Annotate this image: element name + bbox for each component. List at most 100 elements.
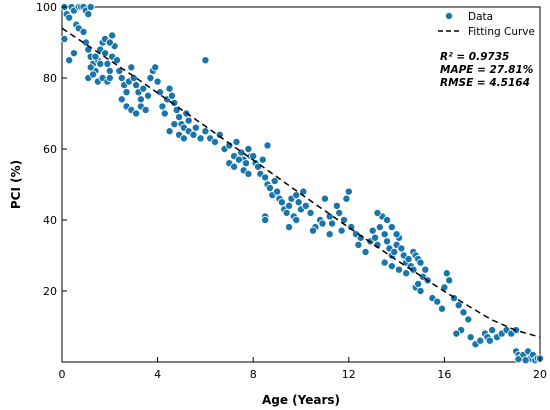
y-tick-label: 40	[43, 214, 57, 227]
x-tick-label: 20	[533, 368, 547, 381]
data-point	[380, 230, 389, 239]
data-point	[292, 215, 301, 224]
data-point	[409, 265, 418, 274]
data-point	[127, 63, 136, 72]
data-point	[191, 123, 200, 132]
data-point	[414, 279, 423, 288]
data-point	[69, 49, 78, 58]
data-point	[234, 155, 243, 164]
data-point	[196, 134, 205, 143]
data-point	[179, 134, 188, 143]
x-tick-label: 8	[250, 368, 257, 381]
data-point	[337, 226, 346, 235]
data-point	[105, 66, 114, 75]
data-point	[89, 70, 98, 79]
data-point	[153, 77, 162, 86]
data-point	[158, 102, 167, 111]
data-point	[454, 301, 463, 310]
data-point	[146, 74, 155, 83]
data-point	[175, 113, 184, 122]
x-tick-label: 16	[437, 368, 451, 381]
y-axis-title: PCI (%)	[9, 160, 23, 209]
data-point	[105, 38, 114, 47]
data-point	[96, 59, 105, 68]
data-point	[101, 49, 110, 58]
data-point	[277, 198, 286, 207]
data-point	[335, 208, 344, 217]
data-point	[368, 226, 377, 235]
data-point	[452, 329, 461, 338]
data-point	[445, 276, 454, 285]
data-point	[230, 162, 239, 171]
data-point	[261, 173, 270, 182]
data-point	[421, 265, 430, 274]
data-point	[318, 219, 327, 228]
legend: Data Fitting Curve	[438, 11, 535, 38]
data-point	[433, 297, 442, 306]
data-point	[347, 223, 356, 232]
data-point	[285, 223, 294, 232]
data-point	[160, 109, 169, 118]
data-points	[60, 3, 545, 365]
data-point	[383, 237, 392, 246]
data-point	[397, 244, 406, 253]
data-point	[270, 176, 279, 185]
data-point	[488, 326, 497, 335]
y-tick-label: 60	[43, 143, 57, 156]
data-point	[232, 137, 241, 146]
data-point	[210, 137, 219, 146]
data-point	[416, 258, 425, 267]
data-point	[387, 262, 396, 271]
data-point	[65, 13, 74, 22]
y-tick-label: 20	[43, 285, 57, 298]
data-point	[394, 265, 403, 274]
data-point	[60, 34, 69, 43]
data-point	[361, 247, 370, 256]
data-point	[344, 187, 353, 196]
data-point	[242, 159, 251, 168]
data-point	[301, 201, 310, 210]
data-point	[373, 208, 382, 217]
data-point	[65, 56, 74, 65]
data-point	[122, 88, 131, 97]
data-point	[459, 308, 468, 317]
data-point	[380, 258, 389, 267]
data-point	[132, 109, 141, 118]
data-point	[402, 269, 411, 278]
data-point	[485, 336, 494, 345]
data-point	[79, 27, 88, 36]
fit-statistics: R² = 0.9735 MAPE = 27.81% RMSE = 4.5164	[440, 51, 533, 89]
data-point	[165, 84, 174, 93]
data-point	[332, 201, 341, 210]
data-point	[136, 95, 145, 104]
data-point	[201, 56, 210, 65]
data-point	[292, 191, 301, 200]
data-point	[249, 152, 258, 161]
data-point	[342, 194, 351, 203]
data-point	[108, 31, 117, 40]
data-point	[167, 91, 176, 100]
data-point	[371, 233, 380, 242]
data-point	[392, 230, 401, 239]
axis-ticks: 0 4 8 12 16 20 20 40 60 80 100	[36, 1, 547, 381]
data-point	[139, 84, 148, 93]
data-point	[105, 74, 114, 83]
data-point	[476, 336, 485, 345]
rmse-annotation: RMSE = 4.5164	[440, 77, 530, 89]
data-point	[84, 10, 93, 19]
data-point	[132, 81, 141, 90]
data-point	[115, 66, 124, 75]
data-point	[253, 162, 262, 171]
x-tick-label: 4	[154, 368, 161, 381]
data-point	[294, 198, 303, 207]
data-point	[184, 116, 193, 125]
data-point	[225, 141, 234, 150]
x-axis-title: Age (Years)	[262, 393, 340, 407]
legend-data-label: Data	[468, 11, 493, 23]
data-point	[244, 169, 253, 178]
data-point	[285, 201, 294, 210]
fitting-curve	[61, 27, 541, 338]
data-point	[112, 56, 121, 65]
